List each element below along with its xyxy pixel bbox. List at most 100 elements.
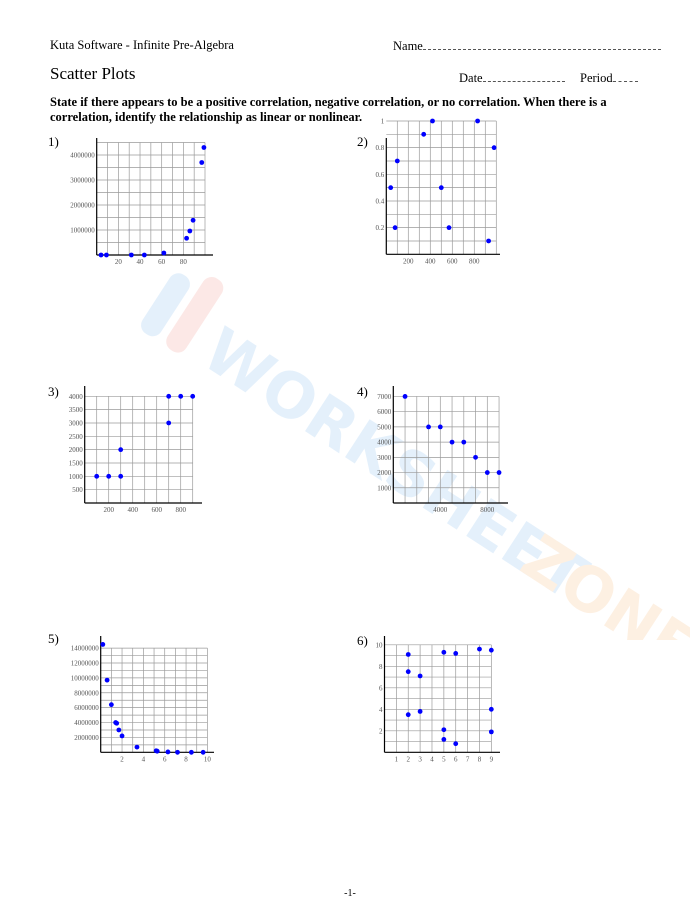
data-point bbox=[405, 712, 411, 718]
y-tick-label: 6 bbox=[379, 684, 383, 692]
x-tick-label: 400 bbox=[127, 506, 138, 514]
x-tick-label: 8 bbox=[184, 755, 188, 763]
x-tick-label: 600 bbox=[447, 257, 458, 265]
y-tick-label: 10000000 bbox=[71, 674, 100, 682]
data-point bbox=[486, 238, 491, 244]
y-tick-label: 3500 bbox=[69, 406, 84, 414]
y-tick-label: 2000000 bbox=[70, 202, 95, 210]
data-point bbox=[128, 252, 134, 258]
y-tick-label: 1000 bbox=[69, 473, 84, 481]
data-point bbox=[161, 250, 167, 256]
data-point bbox=[449, 439, 455, 445]
data-point bbox=[484, 470, 490, 475]
date-field[interactable]: Date bbox=[459, 70, 565, 86]
y-tick-label: 0.2 bbox=[376, 224, 385, 232]
data-point bbox=[188, 749, 194, 755]
data-point bbox=[496, 470, 502, 475]
data-point bbox=[98, 252, 104, 258]
data-point bbox=[200, 749, 206, 755]
y-tick-label: 2000000 bbox=[74, 734, 99, 742]
name-label: Name bbox=[393, 39, 423, 53]
data-point bbox=[108, 702, 114, 708]
data-point bbox=[438, 185, 444, 191]
y-tick-label: 8 bbox=[379, 663, 383, 671]
data-point bbox=[201, 145, 207, 150]
data-point bbox=[166, 393, 172, 399]
y-tick-label: 6000 bbox=[377, 408, 392, 416]
problem-number: 1) bbox=[48, 134, 59, 149]
data-point bbox=[114, 720, 120, 726]
x-tick-label: 8 bbox=[478, 755, 482, 763]
data-point bbox=[100, 642, 106, 647]
date-label: Date bbox=[459, 71, 483, 85]
data-point bbox=[446, 225, 452, 231]
data-point bbox=[118, 447, 124, 453]
data-point bbox=[488, 647, 494, 653]
x-tick-label: 2 bbox=[120, 755, 124, 763]
data-point bbox=[453, 651, 459, 656]
data-point bbox=[417, 673, 423, 679]
data-point bbox=[119, 733, 125, 739]
data-point bbox=[388, 185, 394, 191]
x-tick-label: 10 bbox=[204, 755, 212, 763]
data-point bbox=[417, 709, 423, 714]
x-tick-label: 80 bbox=[180, 258, 188, 266]
data-point bbox=[461, 439, 467, 445]
problem-number: 6) bbox=[357, 633, 368, 648]
x-tick-label: 2 bbox=[406, 755, 410, 763]
data-point bbox=[104, 252, 109, 258]
x-tick-label: 600 bbox=[151, 506, 162, 514]
y-tick-label: 0.6 bbox=[376, 171, 385, 179]
data-point bbox=[190, 393, 196, 399]
data-point bbox=[477, 646, 482, 652]
y-tick-label: 2500 bbox=[69, 433, 84, 441]
x-tick-label: 8000 bbox=[480, 506, 495, 514]
data-point bbox=[402, 394, 408, 399]
y-tick-label: 1 bbox=[381, 118, 385, 126]
x-tick-label: 9 bbox=[490, 755, 494, 763]
y-tick-label: 5000 bbox=[377, 423, 392, 431]
y-tick-label: 2000 bbox=[69, 446, 84, 454]
y-tick-label: 4000000 bbox=[74, 719, 99, 727]
x-tick-label: 5 bbox=[442, 755, 446, 763]
data-point bbox=[392, 225, 398, 231]
data-point bbox=[190, 217, 196, 223]
x-tick-label: 800 bbox=[175, 506, 186, 514]
x-tick-label: 800 bbox=[469, 257, 480, 265]
y-tick-label: 4000 bbox=[377, 439, 392, 447]
x-tick-label: 7 bbox=[466, 755, 470, 763]
y-tick-label: 12000000 bbox=[71, 660, 100, 668]
instructions: State if there appears to be a positive … bbox=[50, 95, 607, 124]
data-point bbox=[141, 252, 147, 258]
data-point bbox=[166, 420, 172, 426]
data-point bbox=[94, 473, 100, 479]
x-tick-label: 400 bbox=[425, 257, 436, 265]
problem-number: 3) bbox=[48, 384, 59, 399]
page-number: -1- bbox=[344, 888, 356, 899]
problem-number: 5) bbox=[48, 631, 59, 646]
name-field[interactable]: Name bbox=[393, 38, 661, 54]
data-point bbox=[441, 727, 447, 733]
y-tick-label: 4000000 bbox=[70, 152, 95, 160]
data-point bbox=[441, 649, 447, 655]
data-point bbox=[430, 118, 435, 124]
period-field[interactable]: Period bbox=[580, 70, 638, 86]
x-tick-label: 4000 bbox=[433, 506, 448, 514]
x-tick-label: 20 bbox=[115, 258, 123, 266]
x-tick-label: 4 bbox=[430, 755, 434, 763]
data-point bbox=[405, 669, 411, 675]
data-point bbox=[488, 706, 494, 712]
y-tick-label: 3000000 bbox=[70, 177, 95, 185]
data-point bbox=[441, 737, 447, 742]
x-tick-label: 60 bbox=[158, 258, 166, 266]
publisher-label: Kuta Software - Infinite Pre-Algebra bbox=[50, 38, 234, 52]
data-point bbox=[134, 744, 140, 750]
worksheet-title: Scatter Plots bbox=[50, 64, 136, 83]
y-tick-label: 8000000 bbox=[74, 689, 99, 697]
data-point bbox=[118, 473, 124, 479]
y-tick-label: 2000 bbox=[377, 469, 392, 477]
y-tick-label: 4 bbox=[379, 706, 383, 714]
y-tick-label: 1000000 bbox=[70, 227, 95, 235]
